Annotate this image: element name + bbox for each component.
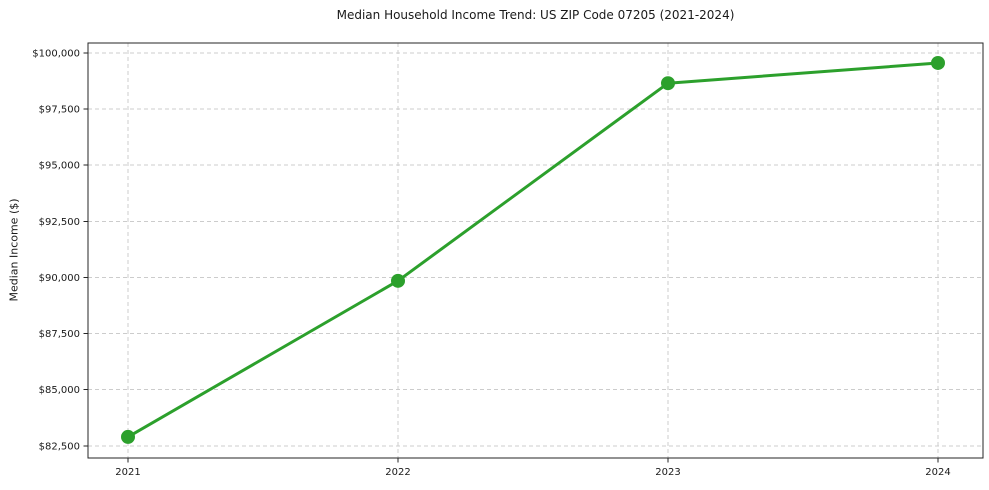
data-point-marker [391,273,405,288]
x-tick-label: 2024 [925,467,950,478]
y-tick-label: $90,000 [39,273,80,284]
y-tick-label: $97,500 [39,105,80,116]
chart-title: Median Household Income Trend: US ZIP Co… [336,8,735,22]
x-tick-label: 2022 [385,467,410,478]
y-tick-label: $82,500 [39,441,80,452]
y-tick-label: $92,500 [39,217,80,228]
data-point-marker [661,76,675,91]
trend-line [126,61,940,439]
y-tick-label: $85,000 [39,385,80,396]
x-tick-label: 2021 [115,467,140,478]
data-point-marker [121,429,135,444]
x-tick-label: 2023 [655,467,680,478]
data-point-marker [931,55,945,70]
y-tick-label: $100,000 [32,48,80,59]
y-tick-label: $87,500 [39,329,80,340]
plot-border [87,42,984,459]
y-tick-label: $95,000 [39,161,80,172]
